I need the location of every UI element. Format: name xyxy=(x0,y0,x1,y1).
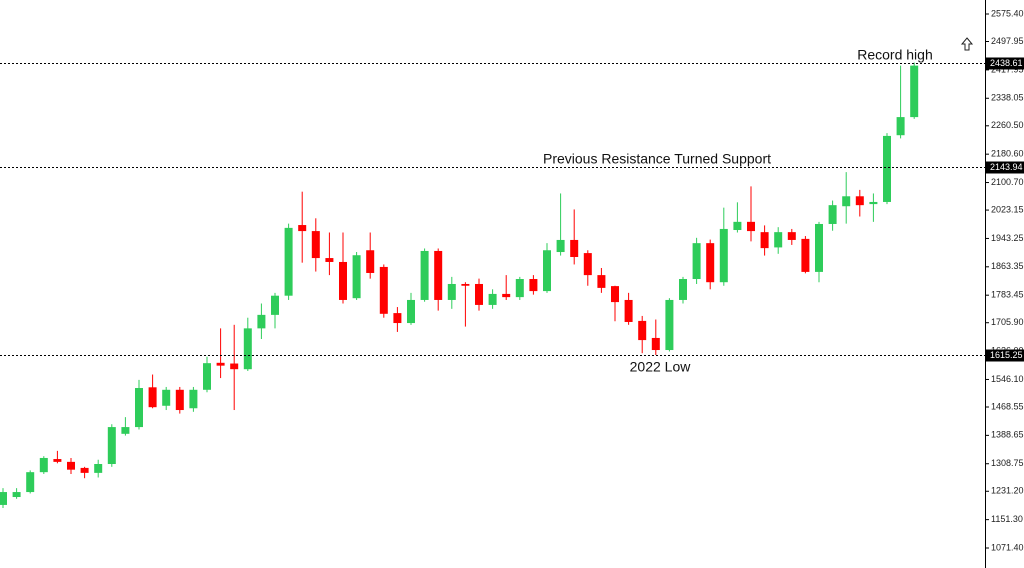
candle-body xyxy=(747,221,755,232)
candle-body xyxy=(121,427,130,434)
candle-body xyxy=(787,232,796,240)
candle-body xyxy=(488,293,497,305)
candle-body xyxy=(393,313,402,324)
y-tick-label: 2575.40 xyxy=(991,8,1024,18)
candle-body xyxy=(815,223,823,272)
level-price-box xyxy=(986,349,1024,362)
y-tick-label: 1231.20 xyxy=(991,486,1024,496)
candle-body xyxy=(475,283,483,305)
candle-body xyxy=(515,279,524,298)
y-tick-label: 1071.40 xyxy=(991,542,1024,552)
candle-body xyxy=(461,283,470,286)
candle-body xyxy=(271,295,279,315)
candle-body xyxy=(39,457,48,473)
annotation: Previous Resistance Turned Support xyxy=(543,151,771,167)
candle-body xyxy=(107,427,116,465)
candle-body xyxy=(719,228,728,283)
candle-body xyxy=(597,275,606,288)
candle-body xyxy=(0,492,7,505)
candle-body xyxy=(284,227,293,296)
candle-body xyxy=(12,492,21,498)
candle-body xyxy=(67,461,75,470)
y-tick-label: 1468.55 xyxy=(991,401,1024,411)
candle-body xyxy=(543,250,551,292)
annotation: Record high xyxy=(857,47,933,63)
candle-body xyxy=(407,299,415,324)
y-tick-label: 2023.15 xyxy=(991,204,1024,214)
candle-body xyxy=(379,266,388,314)
candle-body xyxy=(679,279,687,300)
candle-body xyxy=(148,387,157,408)
annotation: 2022 Low xyxy=(630,359,692,375)
candle-body xyxy=(624,299,633,322)
candle-body xyxy=(420,250,429,300)
y-tick-label: 1151.30 xyxy=(991,514,1023,524)
candle-body xyxy=(94,464,103,473)
y-tick-label: 2180.60 xyxy=(991,149,1024,159)
candle-body xyxy=(447,283,456,300)
candle-body xyxy=(175,389,184,411)
candle-body xyxy=(760,232,769,249)
candle-body xyxy=(651,337,660,351)
candle-body xyxy=(910,65,919,118)
candle-body xyxy=(311,231,320,259)
candle-body xyxy=(556,239,565,253)
y-tick-label: 1783.45 xyxy=(991,290,1024,300)
candle-body xyxy=(325,258,334,262)
candle-body xyxy=(53,459,62,462)
candle-body xyxy=(230,363,239,370)
candle-body xyxy=(774,232,783,248)
y-tick-label: 2338.05 xyxy=(991,93,1024,103)
candle-body xyxy=(842,196,851,207)
candle-body xyxy=(189,389,198,409)
candle-body xyxy=(26,472,35,493)
candle-body xyxy=(502,293,511,298)
candle-body xyxy=(828,205,837,224)
candle-body xyxy=(257,314,266,329)
candle-body xyxy=(434,250,443,300)
candle-body xyxy=(298,225,307,232)
y-tick-label: 1546.10 xyxy=(991,374,1024,384)
candle-body xyxy=(692,243,701,280)
candle-body xyxy=(869,201,878,205)
y-tick-label: 1863.35 xyxy=(991,261,1024,271)
candle-body xyxy=(638,320,647,341)
candle-body xyxy=(801,238,810,272)
candle-body xyxy=(529,279,538,292)
candle-body xyxy=(733,221,742,231)
candle-body xyxy=(855,196,864,206)
candle-body xyxy=(203,363,211,390)
candle-body xyxy=(339,261,347,300)
candle-body xyxy=(570,239,579,257)
candle-body xyxy=(611,286,619,303)
y-tick-label: 1943.25 xyxy=(991,233,1024,243)
level-price-box xyxy=(986,57,1024,70)
candle-body xyxy=(352,255,361,299)
level-price-label: 2438.61 xyxy=(990,58,1023,68)
candle-body xyxy=(366,250,375,273)
level-price-label: 1615.25 xyxy=(990,350,1023,360)
candle-body xyxy=(883,135,891,202)
y-tick-label: 1388.65 xyxy=(991,430,1024,440)
candle-body xyxy=(896,117,905,136)
candle-body xyxy=(216,362,225,366)
level-price-label: 2143.94 xyxy=(990,162,1023,172)
level-price-box xyxy=(986,161,1024,174)
y-tick-label: 2100.70 xyxy=(991,177,1024,187)
y-tick-label: 1705.90 xyxy=(991,317,1024,327)
candle-body xyxy=(162,389,171,406)
y-tick-label: 2497.95 xyxy=(991,36,1024,46)
y-tick-label: 1308.75 xyxy=(991,458,1024,468)
candle-body xyxy=(135,388,143,428)
candle-body xyxy=(706,243,715,283)
candle-body xyxy=(80,467,89,473)
candle-body xyxy=(665,299,674,351)
y-tick-label: 2260.50 xyxy=(991,120,1024,130)
scroll-up-icon[interactable] xyxy=(960,37,974,51)
candle-body xyxy=(243,328,252,370)
candle-body xyxy=(583,253,592,276)
